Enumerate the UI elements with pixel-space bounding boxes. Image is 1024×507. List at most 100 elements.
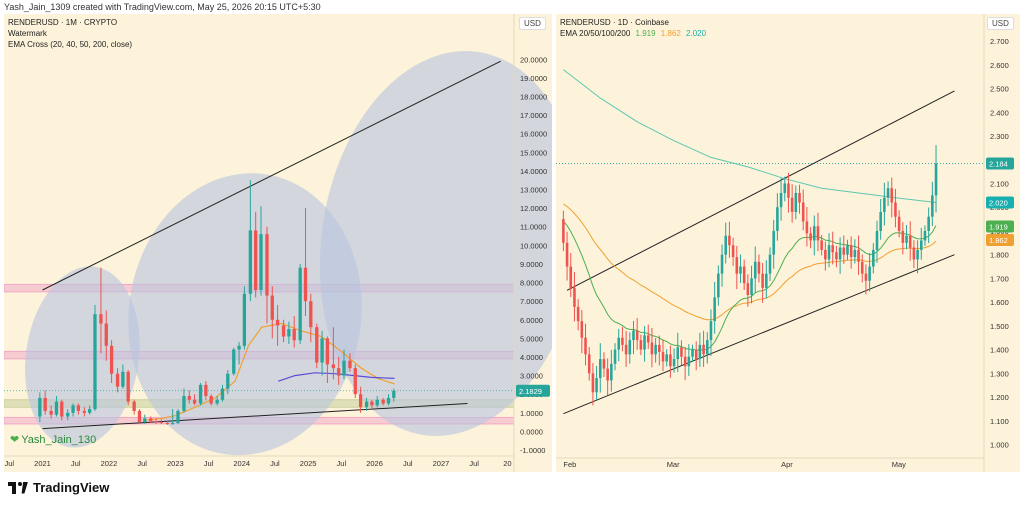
candle-body — [54, 401, 59, 415]
candle-body — [665, 354, 668, 362]
candle-body — [643, 335, 646, 350]
symbol-title[interactable]: RENDERUSD · 1M · CRYPTO — [8, 18, 118, 27]
candle-body — [890, 188, 894, 203]
candle-body — [824, 249, 827, 260]
candle-body — [309, 301, 313, 328]
candle-body — [149, 418, 153, 422]
candle-body — [731, 245, 735, 258]
candle-body — [315, 327, 319, 363]
last-price-badge — [516, 384, 550, 397]
candle-body — [765, 273, 768, 288]
candle-body — [868, 266, 871, 281]
candle-body — [287, 329, 291, 337]
candle-body — [883, 197, 886, 212]
time-tick-label: Jul — [5, 459, 15, 468]
tradingview-logo-icon — [8, 481, 28, 494]
price-tick-label: 13.0000 — [520, 186, 547, 195]
ema200-line — [563, 69, 937, 203]
candle-body — [687, 356, 691, 367]
price-tick-label: 2.500 — [990, 85, 1009, 94]
price-tick-label: 2.300 — [990, 132, 1009, 141]
candle-body — [198, 384, 203, 404]
candle-body — [248, 230, 253, 294]
monthly-candlestick-chart[interactable]: 20.0000 19.0000 18.0000 17.0000 16.0000 15.00… — [4, 14, 552, 472]
daily-candlestick-chart[interactable]: 2.7002.6002.5002.4002.3002.2002.1002.000… — [556, 14, 1020, 472]
candle-body — [934, 163, 938, 196]
candle-body — [717, 273, 720, 298]
time-tick-label: 2024 — [233, 459, 250, 468]
candle-body — [565, 242, 569, 267]
candle-body — [646, 335, 650, 343]
candle-body — [381, 399, 385, 404]
watermark-text: Yash_Jain_130 — [21, 434, 97, 446]
candle-body — [628, 340, 632, 355]
price-tick-label: 9.0000 — [520, 260, 543, 269]
candle-body — [298, 267, 302, 341]
candle-body — [683, 356, 687, 367]
candle-body — [735, 257, 739, 274]
candle-body — [923, 230, 927, 241]
candle-body — [598, 359, 602, 379]
ema20-value: 1.919 — [635, 29, 656, 38]
watermark-indicator-label[interactable]: Watermark — [8, 29, 47, 38]
candle-body — [757, 261, 761, 274]
ema200-value: 2.020 — [686, 29, 707, 38]
monthly-chart-panel[interactable]: RENDERUSD · 1M · CRYPTO Watermark EMA Cr… — [4, 14, 552, 472]
candle-body — [587, 354, 591, 374]
creation-caption: Yash_Jain_1309 created with TradingView.… — [4, 2, 321, 12]
price-tick-label: -1.0000 — [520, 446, 545, 455]
candle-body — [121, 371, 125, 387]
ema-indicator-label[interactable]: EMA 20/50/100/200 1.919 1.862 2.020 — [560, 28, 706, 39]
price-tick-label: 1.200 — [990, 393, 1009, 402]
price-badge — [986, 196, 1014, 209]
candle-body — [698, 344, 702, 360]
candle-body — [325, 338, 330, 365]
price-tick-label: 0.0000 — [520, 427, 543, 436]
candle-body — [76, 405, 81, 411]
candle-body — [187, 396, 191, 400]
candle-body — [60, 401, 64, 417]
daily-chart-panel[interactable]: RENDERUSD · 1D · Coinbase EMA 20/50/100/… — [556, 14, 1020, 472]
time-tick-label: Jul — [403, 459, 413, 468]
ema50-value: 1.862 — [660, 29, 681, 38]
candle-body — [794, 192, 798, 212]
candle-body — [109, 345, 114, 374]
candle-body — [165, 423, 170, 425]
lower-trendline — [42, 402, 468, 430]
candle-body — [798, 192, 801, 203]
candle-body — [159, 422, 164, 424]
time-tick-label: 2022 — [101, 459, 118, 468]
candle-body — [676, 347, 680, 360]
candle-body — [606, 368, 609, 381]
ema-cross-indicator-label[interactable]: EMA Cross (20, 40, 50, 200, close) — [8, 40, 133, 49]
candle-body — [635, 330, 639, 341]
candle-body — [254, 230, 258, 290]
price-badge-label: 2.020 — [989, 198, 1008, 207]
tradingview-logo[interactable]: TradingView — [8, 480, 109, 495]
candle-body — [728, 235, 731, 246]
candle-body — [292, 329, 296, 341]
candle-body — [849, 245, 853, 258]
candle-body — [705, 340, 709, 355]
currency-button[interactable]: USD — [519, 17, 546, 30]
time-tick-label: Feb — [563, 460, 576, 469]
price-tick-label: 12.0000 — [520, 204, 547, 213]
symbol-title[interactable]: RENDERUSD · 1D · Coinbase — [560, 18, 669, 27]
candle-body — [104, 323, 108, 346]
candle-body — [595, 378, 598, 393]
candle-body — [281, 325, 286, 337]
candle-body — [386, 397, 391, 404]
candle-body — [275, 319, 280, 326]
time-tick-label: Jul — [71, 459, 81, 468]
candle-body — [709, 321, 713, 341]
candle-body — [772, 230, 775, 255]
candle-body — [348, 360, 352, 369]
ema20-line — [563, 220, 937, 351]
candle-body — [226, 373, 230, 389]
candle-body — [137, 410, 142, 423]
currency-button[interactable]: USD — [987, 17, 1014, 30]
candle-body — [654, 344, 657, 355]
candle-body — [569, 266, 573, 288]
candle-body — [750, 278, 753, 296]
candle-body — [742, 266, 746, 284]
